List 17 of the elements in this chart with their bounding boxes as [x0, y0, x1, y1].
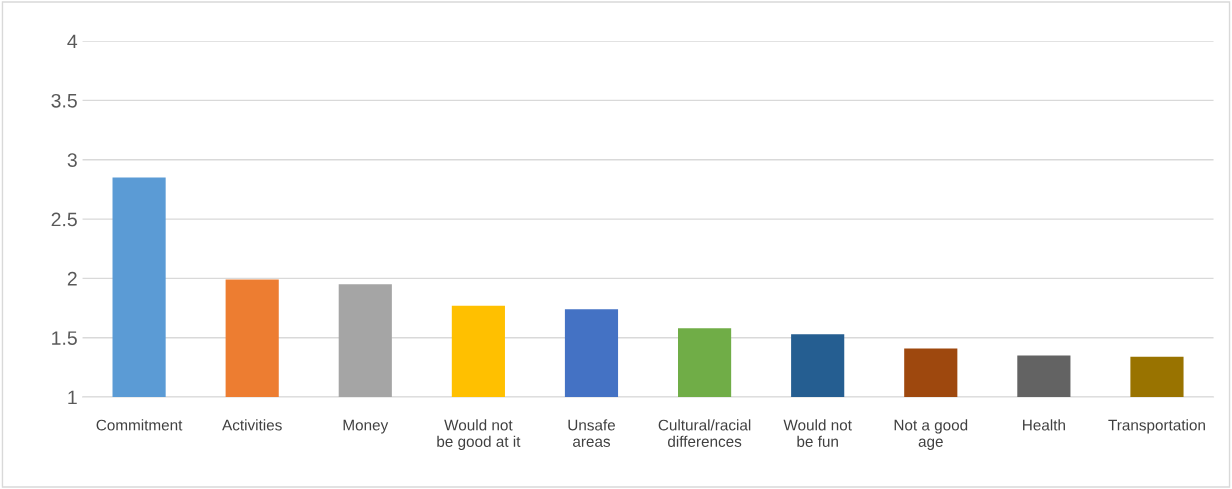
x-tick-label: Transportation [1108, 419, 1205, 434]
y-tick-label: 3 [67, 153, 77, 167]
y-tick-label: 3.5 [51, 93, 77, 108]
x-tick-label: Would not be fun [783, 419, 852, 447]
y-tick-label: 1.5 [52, 331, 77, 345]
x-tick-label: Not a good age [894, 419, 968, 450]
x-tick-label: Cultural/racial differences [658, 419, 751, 447]
y-tick-label: 2 [67, 271, 77, 286]
y-tick-label: 1 [68, 390, 77, 405]
x-tick-label: Would not be good at it [437, 419, 521, 450]
x-tick-label: Unsafe areas [568, 419, 616, 447]
y-tick-label: 4 [67, 34, 78, 49]
x-tick-label: Commitment [96, 419, 183, 431]
x-tick-label: Money [343, 419, 389, 434]
y-tick-label: 2.5 [51, 212, 77, 227]
x-tick-label: Health [1023, 419, 1065, 431]
x-tick-label: Activities [222, 419, 282, 431]
